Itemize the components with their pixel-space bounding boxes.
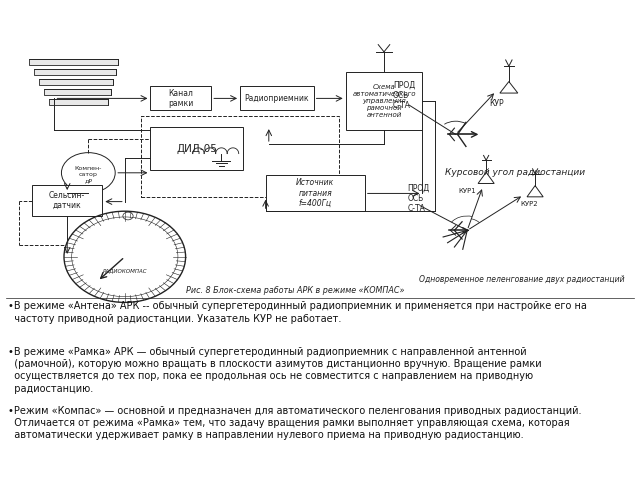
Text: Сельсин-
датчик: Сельсин- датчик — [49, 191, 85, 210]
Text: Радиоприемник: Радиоприемник — [244, 94, 309, 103]
Text: РАДИОКОМПАС: РАДИОКОМПАС — [102, 268, 147, 273]
Text: КУР1: КУР1 — [459, 188, 476, 194]
Bar — [39, 79, 113, 85]
Bar — [34, 69, 116, 75]
Text: Рис. 8 Блок-схема работы АРК в режиме «КОМПАС»: Рис. 8 Блок-схема работы АРК в режиме «К… — [186, 286, 404, 295]
Bar — [29, 59, 118, 65]
Text: КУР: КУР — [490, 99, 504, 108]
Text: КУР2: КУР2 — [520, 201, 538, 206]
Bar — [49, 99, 108, 105]
Bar — [150, 127, 243, 170]
Text: •В режиме «Антена» АРК -- обычный супергетеродинный радиоприемник и применяется : •В режиме «Антена» АРК -- обычный суперг… — [8, 301, 586, 324]
Bar — [150, 86, 211, 110]
Bar — [346, 72, 422, 130]
Bar — [266, 175, 365, 211]
Text: Курсовой угол радиостанции: Курсовой угол радиостанции — [445, 168, 585, 177]
Text: •В режиме «Рамка» АРК — обычный супергетеродинный радиоприемник с направленной а: •В режиме «Рамка» АРК — обычный супергет… — [8, 347, 541, 394]
Text: ПРОД
ОСЬ
С-ТА: ПРОД ОСЬ С-ТА — [407, 183, 429, 213]
Text: •Режим «Компас» — основной и предназначен для автоматического пеленгования приво: •Режим «Компас» — основной и предназначе… — [8, 406, 581, 441]
Text: Компен-: Компен- — [75, 166, 102, 170]
Bar — [240, 86, 314, 110]
Bar — [44, 89, 111, 95]
Text: ДИД-05: ДИД-05 — [177, 144, 217, 154]
Text: ПРОД
ОСЬ
С-ТА: ПРОД ОСЬ С-ТА — [393, 81, 415, 110]
Text: дР: дР — [84, 178, 92, 183]
Bar — [141, 116, 339, 197]
Text: сатор: сатор — [79, 172, 98, 177]
Text: Схема
автоматического
управления
рамочной
антенной: Схема автоматического управления рамочно… — [352, 84, 416, 118]
Text: Канал
рамки: Канал рамки — [168, 89, 193, 108]
Text: Источник
питания
f=400Гц: Источник питания f=400Гц — [296, 178, 334, 208]
Bar — [32, 185, 102, 216]
Text: Одновременное пеленгование двух радиостанций: Одновременное пеленгование двух радиоста… — [419, 275, 625, 284]
